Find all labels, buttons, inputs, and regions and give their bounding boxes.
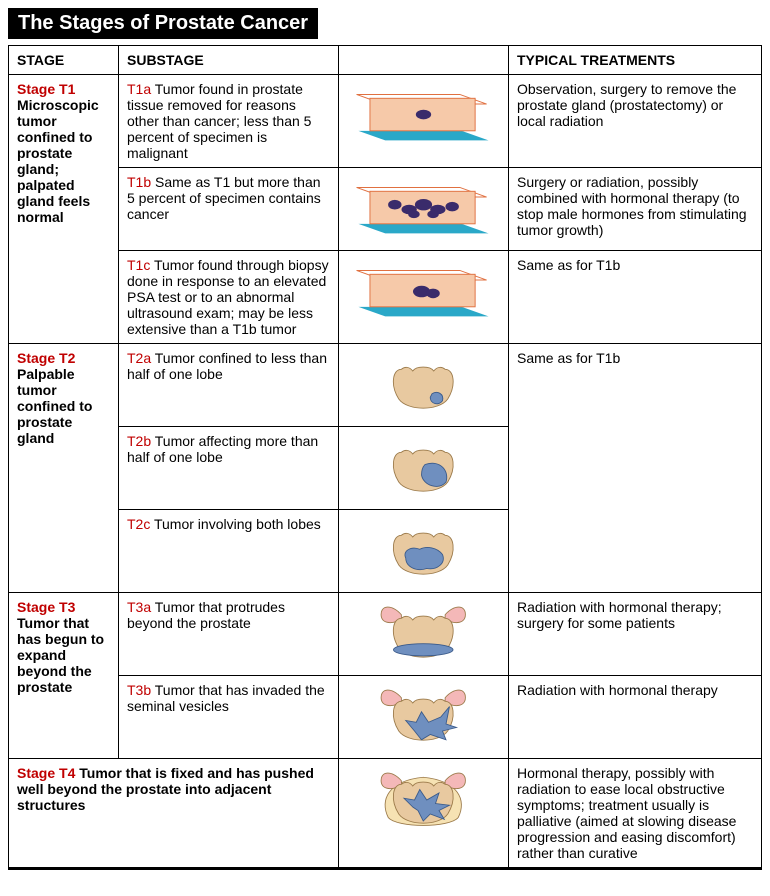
table-row: Stage T2Palpable tumor confined to prost… [9, 344, 762, 427]
substage-cell: T2c Tumor involving both lobes [119, 510, 339, 593]
substage-text: Tumor found through biopsy done in respo… [127, 257, 329, 337]
illustration-cell [339, 427, 509, 510]
illustration-cell [339, 75, 509, 168]
illustration [347, 516, 500, 586]
substage-label: T2c [127, 516, 150, 532]
col-substage-header: SUBSTAGE [119, 46, 339, 75]
stage-desc: Palpable tumor confined to prostate glan… [17, 366, 110, 446]
illustration [347, 599, 500, 669]
col-image-header [339, 46, 509, 75]
substage-text: Same as T1 but more than 5 percent of sp… [127, 174, 321, 222]
treatment-cell: Surgery or radiation, possibly combined … [509, 168, 762, 251]
substage-cell: T2a Tumor confined to less than half of … [119, 344, 339, 427]
substage-label: T1b [127, 174, 151, 190]
stage-name: Stage T3 [17, 599, 110, 615]
substage-cell: T1b Same as T1 but more than 5 percent o… [119, 168, 339, 251]
substage-label: T3a [127, 599, 151, 615]
stage-cell: Stage T1Microscopic tumor confined to pr… [9, 75, 119, 344]
treatment-cell: Same as for T1b [509, 344, 762, 593]
stage-cell: Stage T4 Tumor that is fixed and has pus… [9, 759, 339, 869]
substage-label: T1a [127, 81, 151, 97]
substage-cell: T1a Tumor found in prostate tissue remov… [119, 75, 339, 168]
stage-desc: Tumor that has begun to expand beyond th… [17, 615, 110, 695]
substage-text: Tumor affecting more than half of one lo… [127, 433, 318, 465]
substage-label: T3b [127, 682, 151, 698]
table-row: Stage T4 Tumor that is fixed and has pus… [9, 759, 762, 869]
substage-label: T2b [127, 433, 151, 449]
stage-name: Stage T2 [17, 350, 110, 366]
stage-name: Stage T4 [17, 765, 75, 781]
substage-label: T1c [127, 257, 150, 273]
substage-label: T2a [127, 350, 151, 366]
substage-text: Tumor found in prostate tissue removed f… [127, 81, 311, 161]
page-title: The Stages of Prostate Cancer [8, 8, 318, 39]
substage-text: Tumor that protrudes beyond the prostate [127, 599, 285, 631]
stage-desc: Microscopic tumor confined to prostate g… [17, 97, 110, 225]
stages-table: STAGE SUBSTAGE TYPICAL TREATMENTS Stage … [8, 45, 762, 870]
substage-text: Tumor confined to less than half of one … [127, 350, 327, 382]
stage-name: Stage T1 [17, 81, 110, 97]
col-treatment-header: TYPICAL TREATMENTS [509, 46, 762, 75]
illustration [347, 350, 500, 420]
illustration [347, 682, 500, 752]
illustration [347, 257, 500, 327]
illustration-cell [339, 676, 509, 759]
illustration [347, 81, 500, 151]
table-row: T3b Tumor that has invaded the seminal v… [9, 676, 762, 759]
treatment-cell: Radiation with hormonal therapy [509, 676, 762, 759]
stage-cell: Stage T2Palpable tumor confined to prost… [9, 344, 119, 593]
table-row: Stage T1Microscopic tumor confined to pr… [9, 75, 762, 168]
substage-cell: T3a Tumor that protrudes beyond the pros… [119, 593, 339, 676]
illustration [347, 174, 500, 244]
substage-cell: T2b Tumor affecting more than half of on… [119, 427, 339, 510]
treatment-cell: Observation, surgery to remove the prost… [509, 75, 762, 168]
table-row: Stage T3Tumor that has begun to expand b… [9, 593, 762, 676]
table-row: T1b Same as T1 but more than 5 percent o… [9, 168, 762, 251]
illustration-cell [339, 759, 509, 869]
table-row: T1c Tumor found through biopsy done in r… [9, 251, 762, 344]
substage-cell: T1c Tumor found through biopsy done in r… [119, 251, 339, 344]
substage-text: Tumor that has invaded the seminal vesic… [127, 682, 325, 714]
illustration-cell [339, 168, 509, 251]
treatment-cell: Radiation with hormonal therapy; surgery… [509, 593, 762, 676]
table-header-row: STAGE SUBSTAGE TYPICAL TREATMENTS [9, 46, 762, 75]
illustration-cell [339, 251, 509, 344]
treatment-cell: Hormonal therapy, possibly with radiatio… [509, 759, 762, 869]
illustration [347, 765, 500, 835]
substage-cell: T3b Tumor that has invaded the seminal v… [119, 676, 339, 759]
stage-cell: Stage T3Tumor that has begun to expand b… [9, 593, 119, 759]
illustration-cell [339, 593, 509, 676]
substage-text: Tumor involving both lobes [154, 516, 321, 532]
treatment-cell: Same as for T1b [509, 251, 762, 344]
col-stage-header: STAGE [9, 46, 119, 75]
illustration-cell [339, 344, 509, 427]
illustration-cell [339, 510, 509, 593]
illustration [347, 433, 500, 503]
